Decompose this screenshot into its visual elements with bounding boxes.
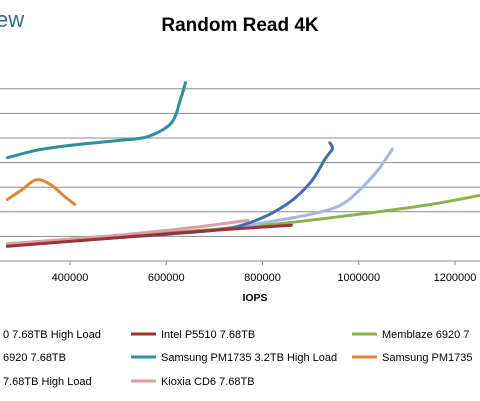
legend-label: 0 7.68TB High Load	[3, 329, 101, 341]
legend-label: Samsung PM1735	[382, 352, 473, 364]
x-axis-label: IOPS	[242, 292, 267, 304]
x-tick-label: 600000	[148, 272, 185, 284]
legend-label: Intel P5510 7.68TB	[161, 329, 255, 341]
legend-label: Kioxia CD6 7.68TB	[161, 376, 255, 388]
legend-label: 6920 7.68TB	[3, 352, 66, 364]
legend: 0 7.68TB High Load Intel P5510 7.68TB Memb…	[3, 329, 473, 388]
legend-label: Memblaze 6920 7	[382, 329, 469, 341]
gridlines	[0, 88, 480, 237]
x-tick-label: 400000	[52, 272, 89, 284]
series-lines	[5, 81, 480, 248]
legend-label: Samsung PM1735 3.2TB High Load	[161, 352, 337, 364]
brand-text: ew	[0, 7, 24, 32]
x-tick-label: 800000	[244, 272, 281, 284]
series-line-6	[5, 178, 77, 206]
series-line-3	[5, 218, 250, 246]
x-axis-ticks: 400000 600000 800000 1000000 1200000	[52, 261, 477, 284]
series-line-5	[5, 81, 187, 160]
legend-label: 7.68TB High Load	[3, 376, 92, 388]
chart-title: Random Read 4K	[161, 15, 319, 36]
x-tick-label: 1200000	[434, 272, 477, 284]
x-tick-label: 1000000	[337, 272, 380, 284]
series-line-4	[5, 223, 293, 248]
